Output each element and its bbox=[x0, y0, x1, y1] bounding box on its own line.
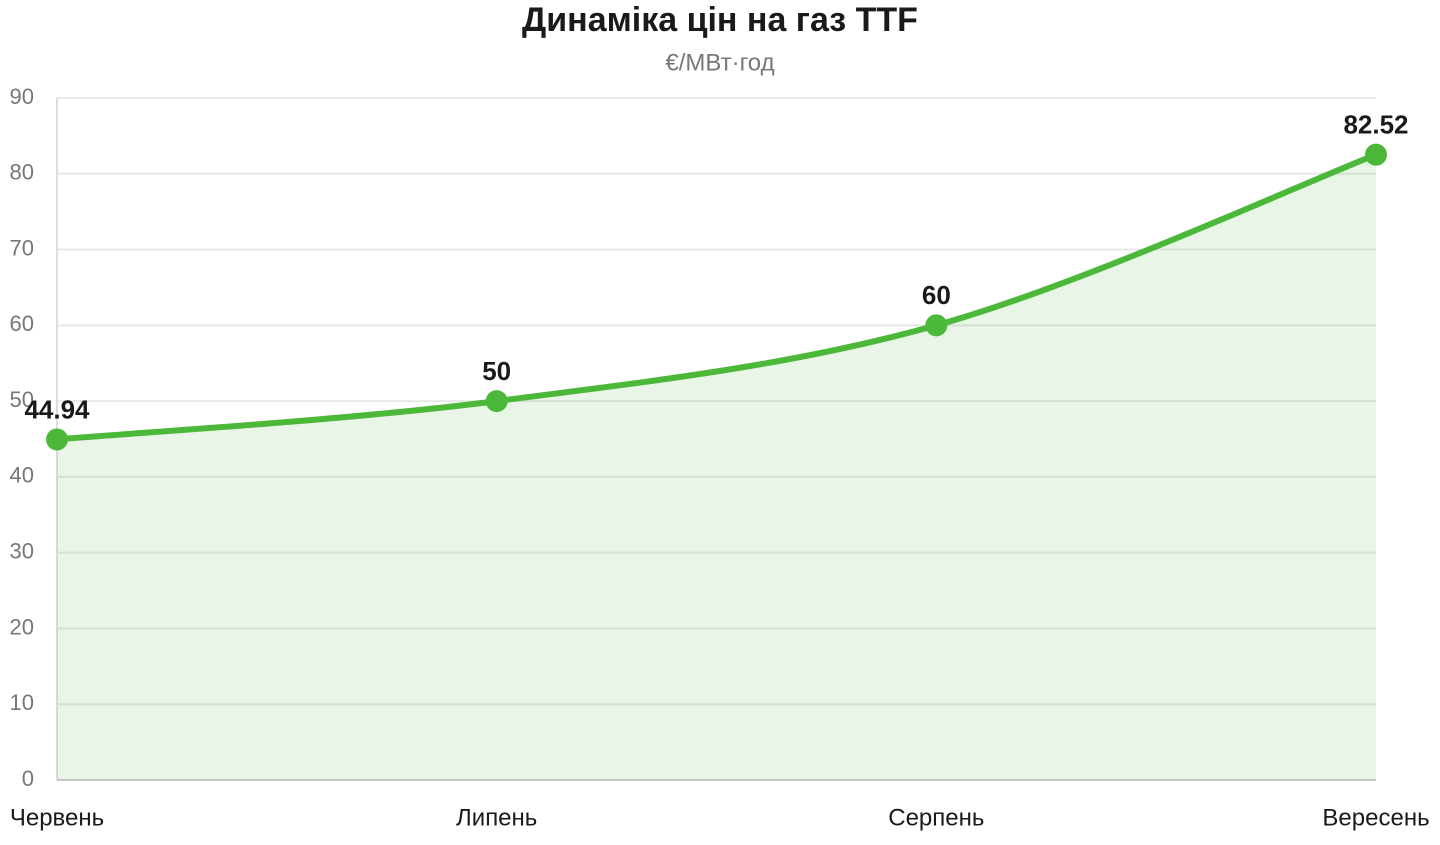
data-label: 82.52 bbox=[1343, 110, 1408, 140]
y-tick-label: 60 bbox=[10, 311, 34, 336]
y-tick-label: 0 bbox=[22, 766, 34, 791]
x-tick-label: Серпень bbox=[888, 804, 984, 831]
chart-title: Динаміка цін на газ TTF bbox=[522, 1, 918, 39]
data-label: 50 bbox=[482, 356, 511, 386]
y-tick-label: 10 bbox=[10, 690, 34, 715]
point bbox=[925, 314, 948, 337]
x-tick-label: Червень bbox=[10, 804, 104, 831]
line bbox=[56, 151, 1378, 443]
area bbox=[57, 154, 1376, 781]
point bbox=[46, 428, 68, 451]
y-tick-label: 80 bbox=[10, 160, 34, 185]
point bbox=[485, 390, 508, 413]
y-tick-label: 50 bbox=[10, 387, 34, 412]
x-tick-label: Липень bbox=[456, 804, 537, 831]
point bbox=[1365, 143, 1387, 166]
y-tick-label: 40 bbox=[10, 463, 34, 488]
y-tick-label: 20 bbox=[10, 614, 34, 639]
data-label: 44.94 bbox=[24, 394, 90, 424]
chart-subtitle: €/МВт·год bbox=[665, 49, 774, 76]
x-tick-label: Вересень bbox=[1322, 804, 1429, 831]
y-tick-label: 90 bbox=[10, 84, 34, 109]
y-tick-label: 70 bbox=[10, 235, 34, 260]
data-label: 60 bbox=[922, 280, 951, 310]
y-tick-label: 30 bbox=[10, 538, 34, 563]
